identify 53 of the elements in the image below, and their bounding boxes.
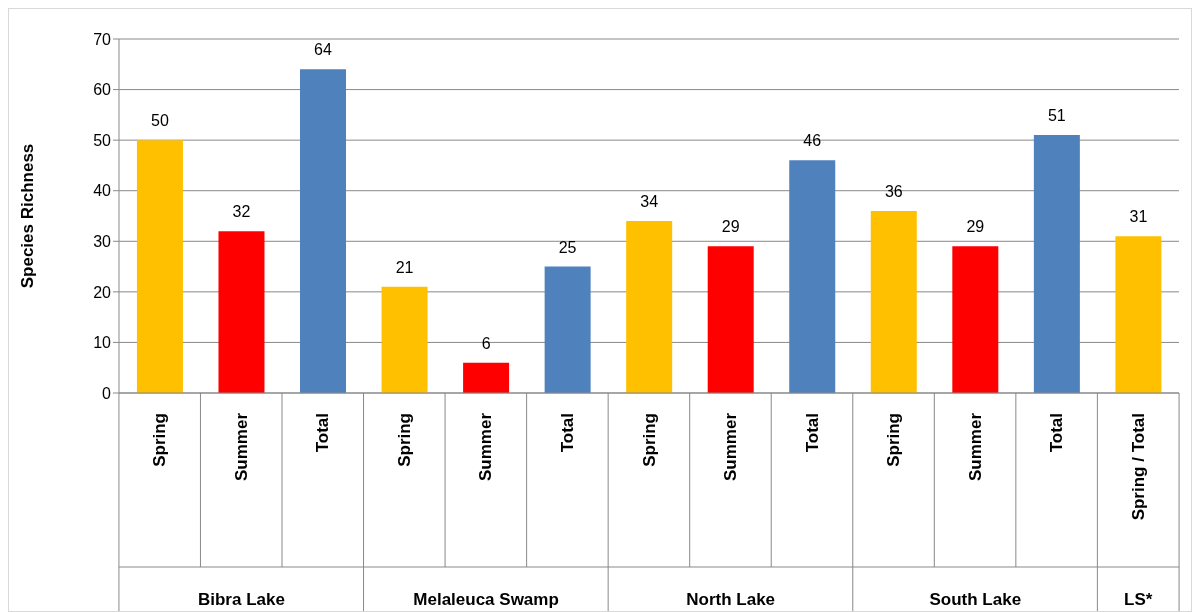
bar [1115, 236, 1162, 393]
bar [707, 246, 754, 393]
bar [789, 160, 836, 393]
x-tick-label: Total [313, 413, 333, 453]
data-label: 51 [1047, 107, 1066, 125]
data-label: 6 [481, 334, 491, 352]
data-label: 29 [721, 218, 740, 236]
y-tick-label: 60 [93, 81, 112, 99]
data-label: 25 [558, 238, 577, 256]
y-tick-label: 40 [93, 182, 112, 200]
data-label: 29 [966, 218, 985, 236]
bar [544, 266, 591, 393]
x-tick-label: Total [557, 413, 577, 453]
x-tick-label: Spring [884, 413, 904, 467]
x-tick-label: Summer [721, 412, 741, 482]
data-label: 64 [314, 41, 333, 59]
text: North Lake [686, 590, 776, 609]
y-tick-label: 70 [93, 30, 112, 48]
text: Bibra Lake [197, 590, 285, 609]
y-tick-label: 50 [93, 131, 112, 149]
y-axis-title: Species Richness [18, 143, 38, 289]
y-tick-label: 10 [93, 334, 112, 352]
data-label: 36 [884, 182, 903, 200]
x-tick-label: Spring [394, 413, 414, 467]
bar [626, 221, 673, 393]
x-tick-label: Spring / Total [1128, 413, 1148, 521]
x-tick-label: Summer [965, 412, 985, 482]
y-tick-label: 0 [102, 384, 112, 402]
text: South Lake [929, 590, 1022, 609]
text: LS* [1124, 590, 1153, 609]
data-label: 46 [803, 132, 822, 150]
bar [381, 286, 428, 393]
x-tick-label: Total [1047, 413, 1067, 453]
data-label: 32 [232, 203, 251, 221]
x-tick-label: Spring [150, 413, 170, 467]
x-tick-label: Spring [639, 413, 659, 467]
y-tick-label: 30 [93, 232, 112, 250]
bar [136, 140, 183, 393]
text: Melaleuca Swamp [413, 590, 559, 609]
bar [870, 210, 917, 393]
data-label: 21 [395, 258, 414, 276]
bar [952, 246, 999, 393]
x-tick-label: Summer [231, 412, 251, 482]
data-label: 31 [1129, 208, 1148, 226]
bar [463, 362, 510, 393]
bar [1033, 135, 1080, 393]
data-label: 50 [151, 112, 169, 130]
bar [300, 69, 347, 393]
x-tick-label: Summer [476, 412, 496, 482]
data-label: 34 [640, 193, 659, 211]
y-tick-label: 20 [93, 283, 112, 301]
x-tick-label: Total [802, 413, 822, 453]
bar [218, 231, 265, 393]
